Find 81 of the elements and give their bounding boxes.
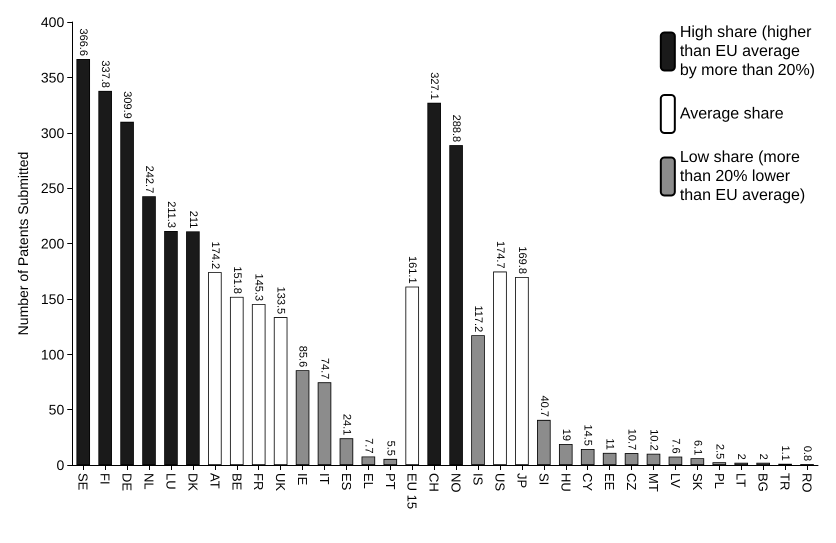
x-tick-label: LT [734,473,749,488]
legend-label: High share (higher than EU average by more than 20%) [680,24,816,79]
data-label: 337.8 [99,60,112,88]
data-label: 74.7 [318,358,330,380]
y-tick-label: 250 [40,180,64,196]
x-tick-label: CH [426,473,442,492]
x-tick-label: AT [207,473,222,489]
y-tick-label: 50 [48,402,64,418]
y-tick-label: 150 [40,290,64,307]
x-tick-label: PL [712,473,727,489]
data-label: 6.1 [691,440,704,456]
data-label: 1.1 [779,445,792,461]
x-tick-label: EE [602,473,618,491]
data-label: 0.8 [801,446,814,462]
y-tick-label: 350 [40,69,64,86]
data-label: 133.5 [274,286,287,314]
x-tick-label: SE [76,473,91,491]
x-tick-label: BE [229,473,244,491]
data-label: 327.1 [428,72,440,100]
data-label: 19 [560,428,572,441]
data-label: 24.1 [340,414,352,436]
x-tick-label: SI [536,473,552,486]
data-label: 309.9 [121,91,134,119]
data-label: 2 [757,454,770,460]
x-tick-label: ES [338,473,354,491]
x-tick-label: IT [316,473,332,485]
data-label: 242.7 [143,166,156,194]
x-tick-label: HU [558,473,574,492]
data-label: 211.3 [164,201,177,228]
x-tick-label: SK [690,473,705,491]
data-label: 161.1 [406,256,418,284]
x-tick-label: UK [273,473,288,492]
x-tick-label: BG [756,473,771,492]
data-label: 10.7 [626,428,638,450]
x-tick-label: LV [668,473,683,488]
data-label: 151.8 [230,266,243,294]
data-label: 40.7 [538,396,550,417]
x-tick-label: MT [646,473,661,492]
x-tick-label: DE [120,473,135,492]
legend-label: Average share [680,106,784,122]
x-tick-label: IE [295,473,310,486]
y-tick-label: 400 [40,14,64,30]
data-label: 174.7 [494,240,506,269]
data-label: 169.8 [516,246,528,274]
x-tick-label: EU 15 [404,473,420,510]
x-tick-label: PT [382,473,398,490]
data-label: 117.2 [472,305,484,332]
data-label: 7.6 [669,438,682,454]
data-label: 14.5 [582,424,594,446]
data-label: 2 [735,454,748,460]
y-tick-label: 0 [56,457,64,473]
x-tick-label: NL [142,473,157,490]
x-tick-label: CY [580,473,596,492]
x-tick-label: NO [448,473,464,492]
data-label: 288.8 [450,114,462,142]
data-label: 7.7 [362,438,374,454]
y-axis-title: Number of Patents Submitted [15,152,31,336]
x-tick-label: RO [800,473,815,492]
legend-label: Low share (more than 20% lower than EU average) [680,149,806,204]
y-tick-label: 200 [40,236,64,252]
x-tick-label: TR [778,473,793,490]
x-tick-label: LU [163,473,178,490]
data-label: 11 [604,438,616,450]
y-tick-label: 100 [40,346,64,362]
x-tick-label: US [492,473,508,492]
data-label: 5.5 [384,440,396,456]
x-tick-label: FR [251,473,266,490]
data-label: 145.3 [252,274,265,302]
x-tick-label: FI [98,473,113,485]
x-tick-label: CZ [624,473,640,490]
x-tick-label: EL [360,473,376,489]
data-label: 174.2 [208,242,221,270]
data-label: 366.6 [77,28,90,56]
data-label: 85.6 [296,346,309,368]
y-tick-label: 300 [40,124,64,141]
x-tick-label: JP [514,473,530,488]
data-label: 2.5 [713,444,726,460]
data-label: 10.2 [648,429,660,451]
x-tick-label: DK [185,473,200,492]
data-label: 211 [186,210,199,228]
x-tick-label: IS [470,473,486,486]
